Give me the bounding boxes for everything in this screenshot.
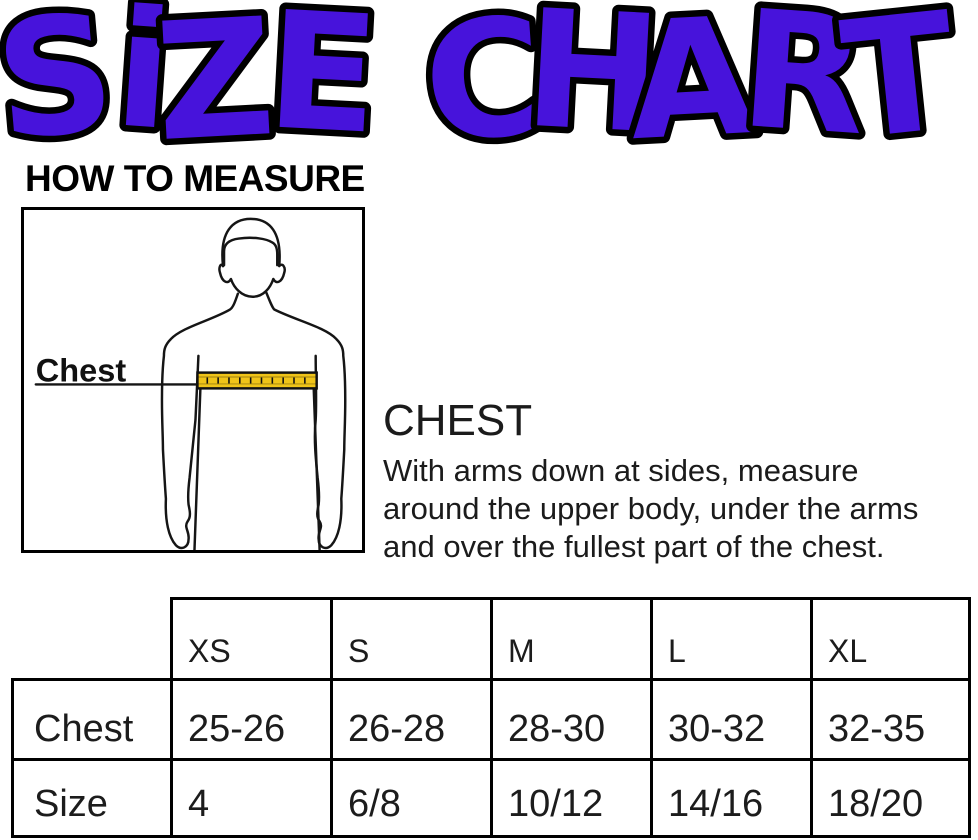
size-table-cell: 26-28 bbox=[330, 678, 493, 761]
size-table-cell: 14/16 bbox=[650, 758, 813, 838]
torso-left-line bbox=[193, 387, 202, 550]
head-outline bbox=[218, 217, 286, 298]
instruction-line: around the upper body, under the arms bbox=[383, 491, 919, 526]
size-table-cell: 30-32 bbox=[650, 678, 813, 761]
chest-instructions: With arms down at sides, measure around … bbox=[383, 452, 918, 566]
size-table-header-cell: XL bbox=[810, 597, 971, 681]
title-letter: S bbox=[0, 0, 122, 160]
size-table-header-cell: XS bbox=[170, 597, 333, 681]
instruction-line: With arms down at sides, measure bbox=[383, 453, 859, 488]
title-letter: T bbox=[834, 0, 964, 160]
right-arm-outline bbox=[265, 291, 347, 550]
measuring-tape bbox=[196, 371, 318, 390]
hairline bbox=[222, 236, 279, 267]
size-table-cell: 6/8 bbox=[330, 758, 493, 838]
size-table-cell: 25-26 bbox=[170, 678, 333, 761]
tape-tick-marks bbox=[206, 377, 306, 384]
body-figure: Chest bbox=[34, 217, 347, 550]
left-arm-outline bbox=[160, 292, 240, 550]
torso-right-line bbox=[312, 387, 321, 550]
instruction-line: and over the fullest part of the chest. bbox=[383, 529, 885, 564]
size-table-header-cell: S bbox=[330, 597, 493, 681]
size-table-cell: 10/12 bbox=[490, 758, 653, 838]
title-letter: Z bbox=[152, 0, 279, 160]
title-letter: C bbox=[418, 0, 550, 160]
tape-band bbox=[196, 371, 318, 390]
size-table-cell: 32-35 bbox=[810, 678, 971, 761]
size-table-cell: 18/20 bbox=[810, 758, 971, 838]
chest-section-heading: CHEST bbox=[383, 396, 533, 445]
measure-figure-box: Chest bbox=[21, 207, 365, 553]
tape-edge-lines bbox=[198, 376, 316, 385]
title-letter: H bbox=[520, 0, 665, 160]
title-letter: A bbox=[625, 0, 760, 160]
how-to-measure-heading: HOW TO MEASURE bbox=[25, 158, 365, 199]
size-table-cell: 4 bbox=[170, 758, 333, 838]
size-table-row-label: Chest bbox=[11, 678, 173, 761]
size-table-row-label: Size bbox=[11, 758, 173, 838]
title-letter: R bbox=[735, 0, 873, 160]
size-table-header-cell: M bbox=[490, 597, 653, 681]
size-table-cell: 28-30 bbox=[490, 678, 653, 761]
title-letter: E bbox=[263, 0, 383, 160]
size-table-header-cell: L bbox=[650, 597, 813, 681]
chest-figure-label: Chest bbox=[36, 352, 127, 388]
